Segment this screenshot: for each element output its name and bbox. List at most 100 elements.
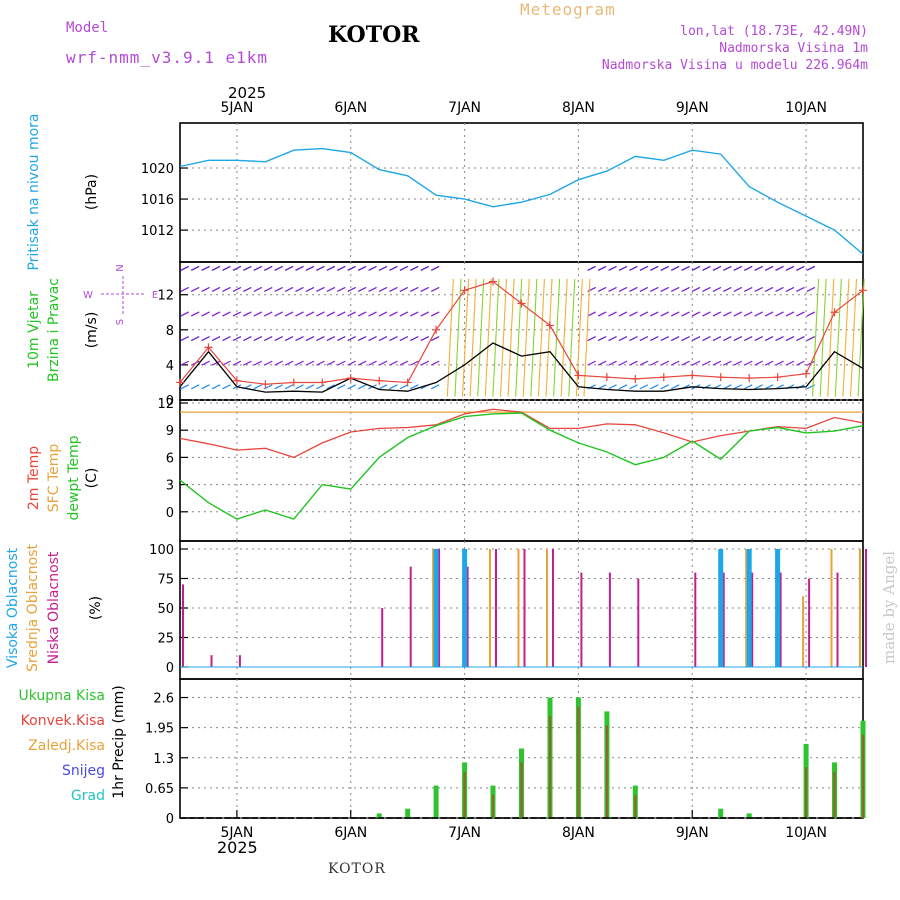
wind-gust-marker (773, 373, 782, 382)
day-label-top: 7JAN (448, 100, 481, 116)
cloud-bar (517, 549, 520, 667)
pressure-line (179, 147, 864, 255)
precip-conv-bar (634, 794, 637, 818)
wind-arrow (211, 286, 221, 293)
wind-arrow (670, 311, 680, 317)
wind-arrow (347, 360, 356, 366)
wind-arrow (305, 384, 315, 390)
wind-arrow (305, 311, 315, 317)
wind-gust-marker (403, 378, 412, 387)
wind-axis-label-1: 10m Vjetar (26, 291, 42, 369)
wind-arrow (347, 335, 356, 342)
wind-arrow-storm (469, 278, 477, 397)
wind-arrow (650, 335, 659, 342)
wind-arrow (263, 360, 273, 366)
wind-arrow (743, 360, 753, 366)
wind-arrow (389, 286, 398, 293)
wind-arrow-storm (827, 278, 835, 397)
day-label-top: 9JAN (676, 100, 709, 116)
precip-conv-bar (577, 706, 580, 818)
wind-arrow (597, 360, 607, 366)
wind-arrow (232, 265, 242, 271)
wind-arrow (389, 360, 398, 366)
wind-arrow (743, 384, 753, 390)
wind-arrow (243, 360, 252, 366)
wind-arrow (639, 360, 649, 366)
wind-arrow (587, 311, 596, 317)
wind-arrow (232, 335, 242, 342)
wind-arrow (754, 384, 763, 390)
wind-arrow (274, 265, 283, 271)
wind-arrow (785, 286, 795, 293)
y-tick-label: 8 (166, 324, 174, 339)
wind-arrow (410, 384, 419, 390)
wind-gust-marker (517, 299, 526, 308)
top-year: 2025 (228, 84, 267, 102)
wind-arrow (326, 384, 336, 390)
wind-arrow (420, 311, 430, 317)
wind-arrow (618, 265, 628, 271)
wind-arrow (420, 286, 430, 293)
precip-legend-item: Snijeg (62, 763, 105, 779)
y-tick-label: 3 (166, 479, 174, 494)
wind-arrow (754, 335, 763, 342)
wind-arrow (754, 286, 763, 293)
y-tick-label: 12 (157, 289, 174, 304)
wind-arrow (357, 384, 367, 390)
temp-axis-label-dewpt: dewpt Temp (66, 435, 82, 520)
wind-arrow (764, 384, 774, 390)
wind-arrow-storm (446, 278, 454, 397)
wind-arrow (232, 286, 242, 293)
wind-arrow (702, 335, 711, 342)
meteogram-title: Meteogram (520, 0, 616, 19)
wind-arrow (754, 311, 763, 317)
wind-arrow (775, 335, 784, 342)
wind-arrow (326, 360, 336, 366)
wind-gust-marker (460, 286, 469, 295)
wind-arrow (201, 286, 210, 293)
wind-arrow (430, 360, 440, 366)
wind-arrow (378, 360, 388, 366)
wind-arrow (681, 335, 690, 342)
wind-arrow (336, 335, 346, 342)
wind-arrow (180, 360, 190, 366)
y-tick-label: 1.95 (145, 722, 174, 737)
cloud-bar (523, 549, 526, 667)
wind-arrow (430, 335, 440, 342)
wind-arrow (201, 265, 210, 271)
wind-arrow (670, 265, 680, 271)
wind-arrow (618, 335, 628, 342)
cloud-bar (580, 572, 583, 667)
precip-legend-item: Grad (71, 788, 105, 804)
wind-arrow (723, 335, 732, 342)
wind-arrow (357, 335, 367, 342)
wind-arrow (180, 265, 190, 271)
wind-arrow (211, 335, 221, 342)
wind-arrow (681, 265, 690, 271)
cloud-bar (859, 549, 861, 667)
precip-legend-item: Ukupna Kisa (18, 688, 105, 704)
wind-arrow (316, 286, 325, 293)
precip-legend-item: Zaledj.Kisa (28, 738, 105, 754)
wind-arrow (618, 311, 628, 317)
cloud-bar (718, 549, 724, 667)
wind-arrow (190, 286, 200, 293)
wind-arrow (274, 286, 283, 293)
precip-conv-bar (833, 771, 836, 818)
wind-arrow (650, 360, 659, 366)
wind-arrow (243, 335, 252, 342)
wind-arrow (650, 384, 659, 390)
wind-arrow-storm (575, 278, 583, 397)
wind-arrow (295, 384, 304, 390)
y-tick-label: 0 (166, 812, 174, 827)
wind-arrow (743, 286, 753, 293)
wind-arrow (263, 265, 273, 271)
wind-arrow (410, 360, 419, 366)
wind-arrow (222, 335, 231, 342)
wind-arrow-storm (583, 278, 591, 397)
model-label: Model (66, 20, 109, 36)
pressure-unit-label: (hPa) (84, 174, 100, 210)
wind-gust-marker (432, 325, 441, 334)
precip-total-bar (718, 808, 724, 818)
cloud-bar (694, 572, 697, 667)
